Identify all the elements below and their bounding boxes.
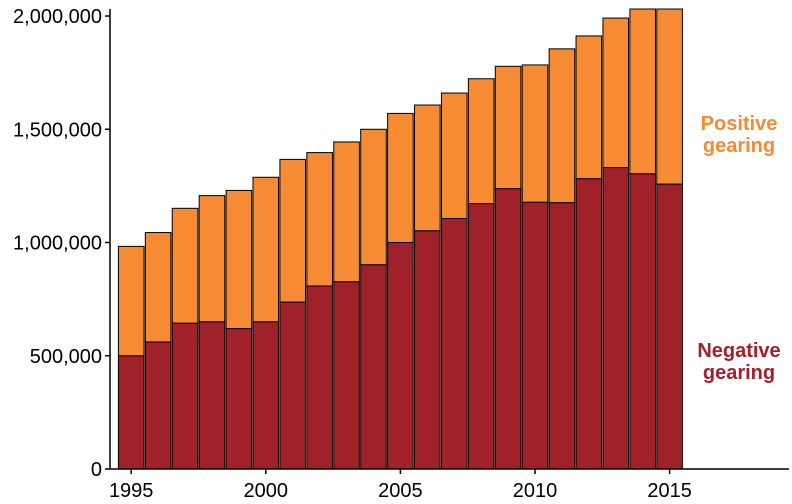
x-tick-label: 2005 xyxy=(378,480,423,502)
bar-negative-gearing-2004 xyxy=(360,264,387,470)
bar-positive-gearing-1999 xyxy=(225,189,253,330)
bar-negative-gearing-1996 xyxy=(144,341,172,470)
y-tick-label: 500,000 xyxy=(30,346,102,368)
bar-positive-gearing-2005 xyxy=(387,112,414,244)
bar-positive-gearing-2006 xyxy=(414,104,441,232)
bar-negative-gearing-2005 xyxy=(387,242,414,470)
bar-positive-gearing-2003 xyxy=(333,141,360,283)
y-tick-label: 1,500,000 xyxy=(13,119,102,141)
bar-negative-gearing-2003 xyxy=(333,281,360,470)
bar-negative-gearing-1998 xyxy=(198,321,226,470)
axes-group: 0 500,000 1,000,000 1,500,000 2,000,000 1995 2… xyxy=(13,6,789,502)
y-tick-label: 2,000,000 xyxy=(13,6,102,28)
bar-negative-gearing-2000 xyxy=(252,321,280,470)
bar-positive-gearing-2010 xyxy=(521,64,549,203)
y-tick-label: 1,000,000 xyxy=(13,233,102,255)
legend-label-negative-gearing: Negative gearing xyxy=(697,340,780,384)
bar-positive-gearing-2002 xyxy=(306,152,333,287)
bar-negative-gearing-2015 xyxy=(656,183,683,470)
bar-negative-gearing-2002 xyxy=(306,285,333,470)
bar-positive-gearing-1995 xyxy=(117,245,145,357)
x-tick-label: 1995 xyxy=(109,480,154,502)
bar-negative-gearing-2001 xyxy=(279,301,307,470)
bar-positive-gearing-1997 xyxy=(171,207,199,324)
bar-negative-gearing-2014 xyxy=(629,173,656,470)
bar-negative-gearing-2010 xyxy=(521,201,549,470)
bar-negative-gearing-1995 xyxy=(117,355,145,470)
bar-negative-gearing-1999 xyxy=(225,328,253,470)
bar-positive-gearing-1996 xyxy=(144,232,172,343)
bar-negative-gearing-2009 xyxy=(494,188,522,470)
bars-group xyxy=(117,8,683,470)
x-tick-label: 2000 xyxy=(244,480,289,502)
bar-positive-gearing-2008 xyxy=(467,78,495,205)
bar-negative-gearing-2012 xyxy=(575,178,603,470)
bar-positive-gearing-2009 xyxy=(494,65,522,190)
bar-positive-gearing-2013 xyxy=(602,17,630,169)
legend-label-positive-gearing: Positive gearing xyxy=(701,113,778,157)
bar-negative-gearing-2013 xyxy=(602,167,630,470)
bar-positive-gearing-2015 xyxy=(656,8,683,185)
bar-negative-gearing-1997 xyxy=(171,322,199,470)
y-tick-label: 0 xyxy=(91,459,102,481)
bar-negative-gearing-2008 xyxy=(467,203,495,470)
bar-positive-gearing-2014 xyxy=(629,8,656,175)
x-tick-label: 2015 xyxy=(647,480,692,502)
bar-positive-gearing-2011 xyxy=(548,48,576,204)
bar-positive-gearing-2007 xyxy=(440,92,468,220)
bar-negative-gearing-2006 xyxy=(414,230,441,470)
bar-positive-gearing-2000 xyxy=(252,176,280,323)
legend-group: Positive gearing Negative gearing xyxy=(697,113,780,384)
bar-positive-gearing-2004 xyxy=(360,128,387,266)
bar-negative-gearing-2007 xyxy=(440,218,468,470)
x-tick-label: 2010 xyxy=(513,480,558,502)
bar-positive-gearing-2012 xyxy=(575,35,603,180)
bar-positive-gearing-2001 xyxy=(279,158,307,303)
bar-negative-gearing-2011 xyxy=(548,202,576,470)
bar-positive-gearing-1998 xyxy=(198,195,226,323)
